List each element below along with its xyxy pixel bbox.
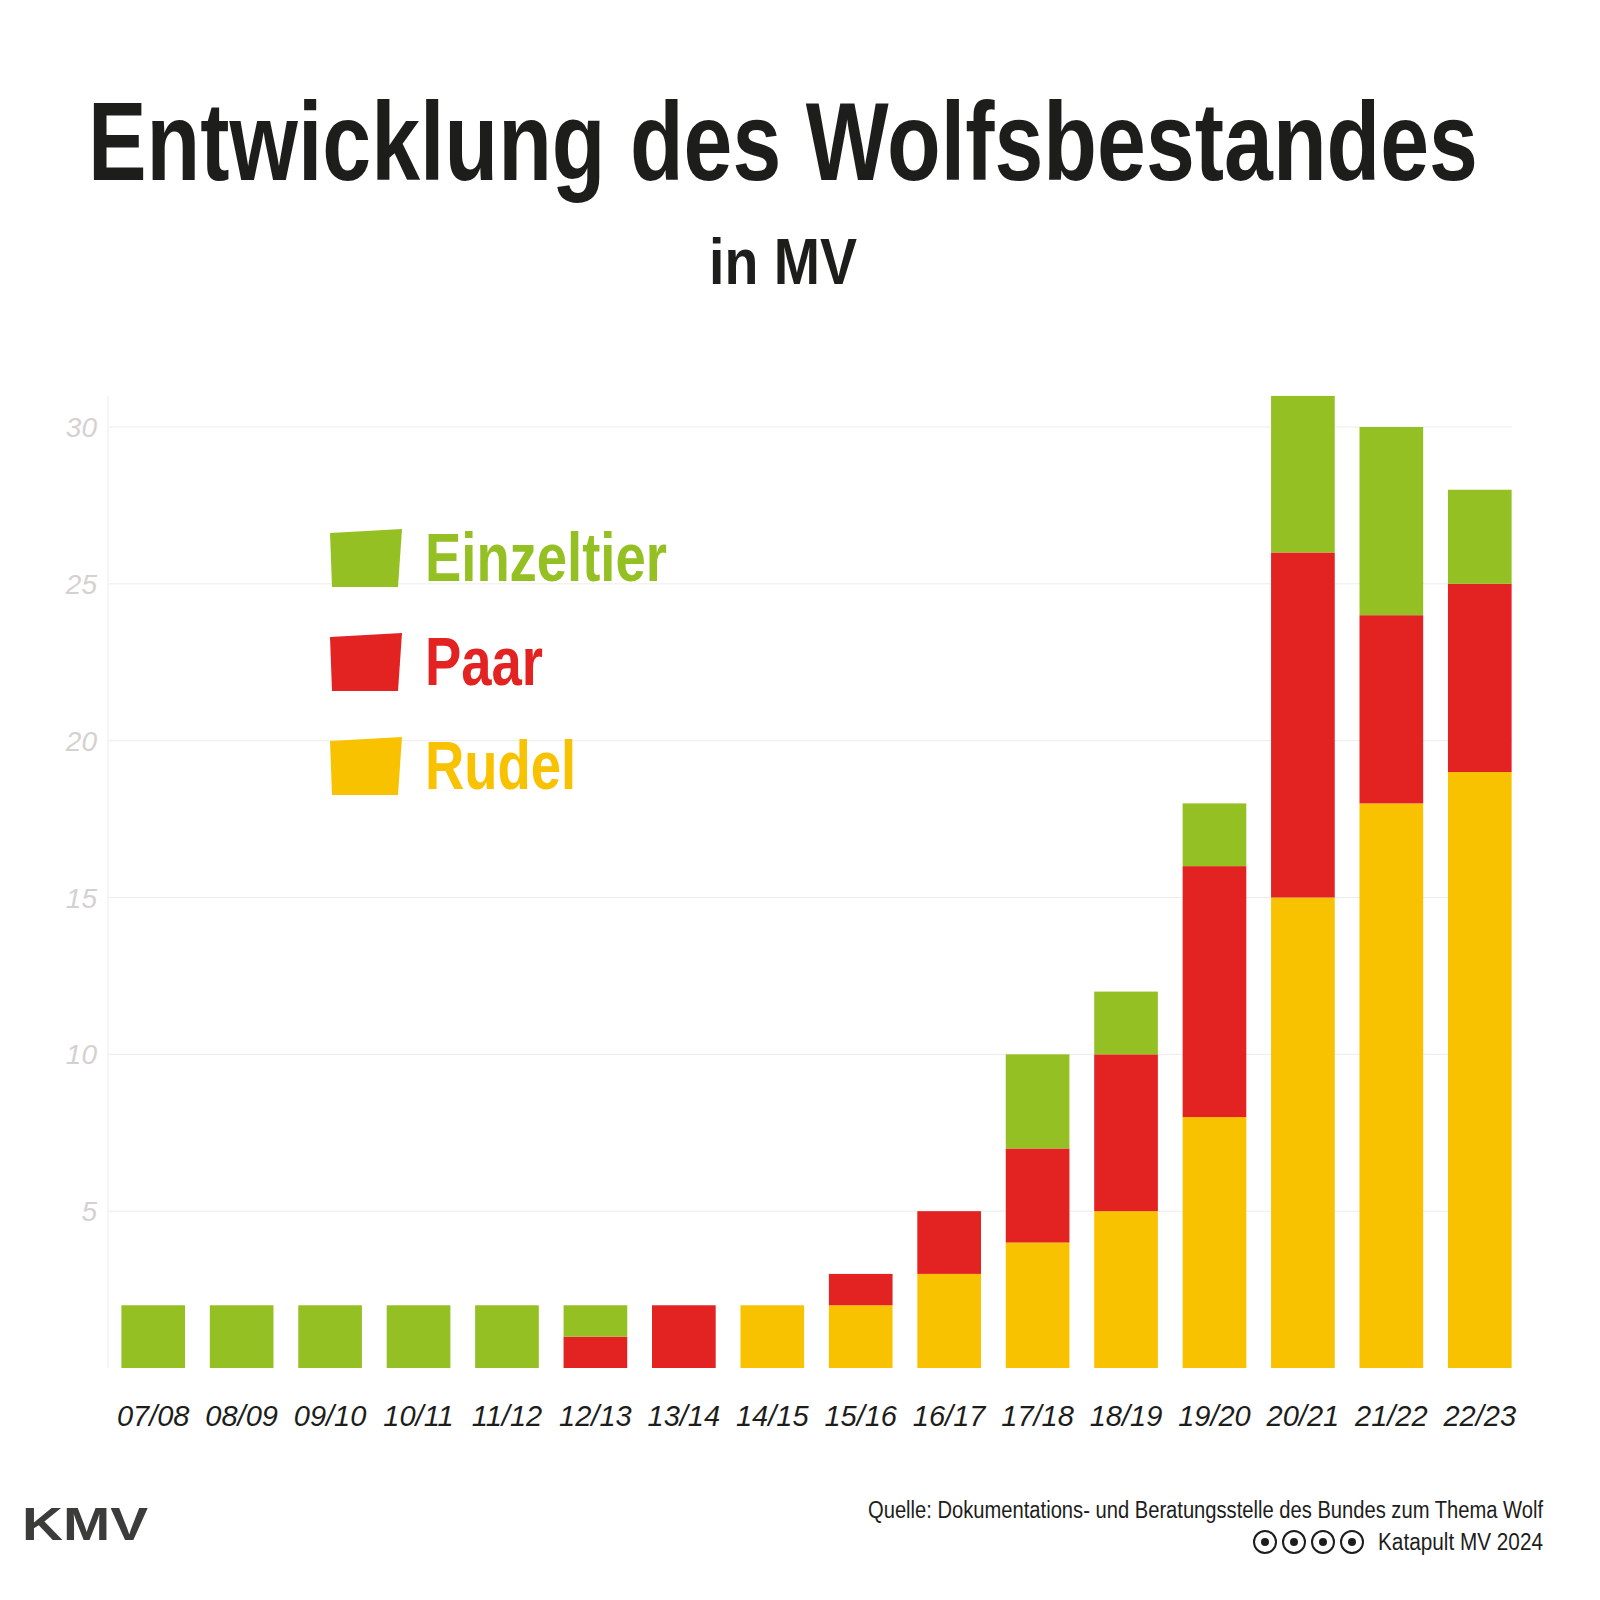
bar-segment xyxy=(917,1211,981,1212)
bar-segment xyxy=(829,1273,893,1274)
bar-segment xyxy=(1448,490,1512,584)
legend-label: Paar xyxy=(425,623,543,699)
license-icons xyxy=(1254,1531,1363,1553)
license-icon xyxy=(1341,1531,1363,1553)
license-icon-dot xyxy=(1290,1538,1298,1546)
x-tick-label: 21/22 xyxy=(1354,1400,1428,1432)
bar-segment xyxy=(564,1305,628,1336)
bar-segment xyxy=(475,1305,539,1368)
bar-segment xyxy=(1360,803,1424,1368)
license-icon xyxy=(1254,1531,1276,1553)
y-axis-line xyxy=(108,396,109,1368)
bar-segment xyxy=(1183,803,1247,866)
bar-segment xyxy=(298,1305,362,1368)
bar-segment xyxy=(1006,1054,1070,1148)
legend-entry: Einzeltier xyxy=(425,519,667,595)
bar-segment xyxy=(1271,898,1335,1369)
bar-segment xyxy=(1006,1148,1070,1242)
legend-entry: Rudel xyxy=(425,727,576,803)
bar-segment xyxy=(917,1274,981,1368)
bar-segment xyxy=(121,1305,185,1368)
x-tick-label: 08/09 xyxy=(205,1400,278,1432)
y-tick-label: 25 xyxy=(65,569,98,600)
legend-swatch xyxy=(330,529,402,587)
license-icon-dot xyxy=(1261,1538,1269,1546)
x-tick-label: 13/14 xyxy=(648,1400,721,1432)
x-tick-label: 22/23 xyxy=(1442,1400,1516,1432)
bar-segment xyxy=(1006,1243,1070,1368)
license-icon-dot xyxy=(1319,1538,1327,1546)
title: Entwicklung des Wolfsbestandes xyxy=(88,79,1478,204)
bar-segment xyxy=(1271,552,1335,897)
legend: Einzeltier Paar Rudel xyxy=(330,519,667,803)
bar-segment xyxy=(1448,772,1512,1368)
bar-segment xyxy=(652,1305,716,1306)
legend-swatch xyxy=(330,737,402,795)
bar-segment xyxy=(1448,584,1512,772)
source: Quelle: Dokumentations- und Beratungsste… xyxy=(868,1497,1544,1523)
legend-label: Rudel xyxy=(425,727,576,803)
bar-segment xyxy=(1094,1211,1158,1368)
subtitle: in MV xyxy=(709,226,857,298)
x-tick-label: 14/15 xyxy=(736,1400,809,1432)
bar-segment xyxy=(740,1305,804,1306)
bar-segment xyxy=(652,1305,716,1368)
y-tick-label: 10 xyxy=(66,1039,98,1070)
x-tick-label: 16/17 xyxy=(913,1400,987,1432)
bar-segment xyxy=(1360,615,1424,803)
x-tick-label: 19/20 xyxy=(1178,1400,1251,1432)
bar-segment xyxy=(740,1305,804,1306)
y-tick-label: 30 xyxy=(66,412,98,443)
chart: Entwicklung des Wolfsbestandes in MV 5 10 15… xyxy=(0,0,1600,1600)
credit: Katapult MV 2024 xyxy=(1378,1529,1543,1555)
bar-segment xyxy=(564,1337,628,1368)
legend-entry: Paar xyxy=(425,623,543,699)
legend-swatch xyxy=(330,633,402,691)
x-tick-label: 09/10 xyxy=(294,1400,367,1432)
license-icon-dot xyxy=(1348,1538,1356,1546)
x-tick-label: 18/19 xyxy=(1090,1400,1163,1432)
license-icon xyxy=(1312,1531,1334,1553)
bar-segment xyxy=(829,1274,893,1305)
bar-segment xyxy=(210,1305,274,1368)
background xyxy=(0,0,1600,1600)
x-tick-label: 11/12 xyxy=(472,1400,542,1432)
x-tick-label: 07/08 xyxy=(117,1400,190,1432)
y-tick-label: 20 xyxy=(65,726,98,757)
bar-segment xyxy=(829,1305,893,1368)
x-tick-label: 20/21 xyxy=(1266,1400,1340,1432)
y-tick-label: 15 xyxy=(66,883,98,914)
license-icon xyxy=(1283,1531,1305,1553)
x-tick-label: 15/16 xyxy=(824,1400,897,1432)
y-tick-label: 5 xyxy=(81,1196,97,1227)
bar-segment xyxy=(1094,1054,1158,1211)
x-tick-label: 17/18 xyxy=(1001,1400,1074,1432)
logo: KMV xyxy=(22,1498,148,1550)
bar-segment xyxy=(1183,1117,1247,1368)
legend-label: Einzeltier xyxy=(425,519,667,595)
bar-segment xyxy=(917,1211,981,1274)
bars xyxy=(121,396,1511,1368)
bar-segment xyxy=(1183,866,1247,1117)
bar-segment xyxy=(740,1305,804,1368)
x-tick-label: 10/11 xyxy=(383,1400,453,1432)
x-tick-label: 12/13 xyxy=(559,1400,632,1432)
bar-segment xyxy=(387,1305,451,1368)
bar-segment xyxy=(1271,396,1335,553)
bar-segment xyxy=(1360,427,1424,615)
bar-segment xyxy=(1094,992,1158,1055)
